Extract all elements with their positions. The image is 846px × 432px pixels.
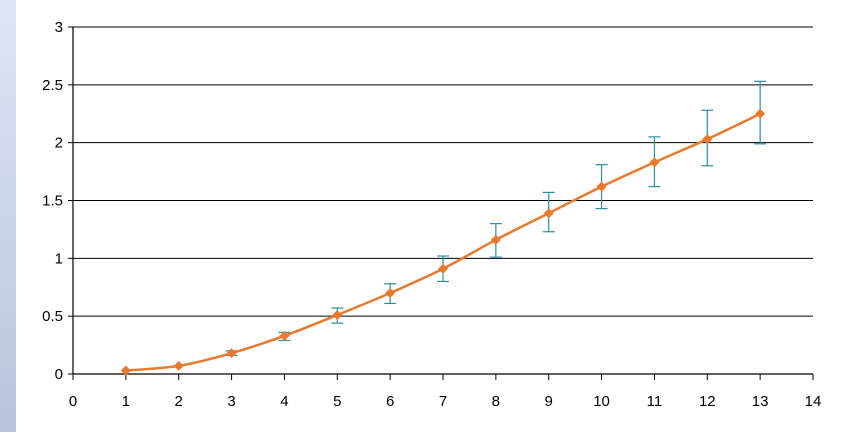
x-tick-label: 8	[492, 393, 500, 410]
gridlines	[73, 26, 813, 317]
y-tick-label: 2	[55, 135, 63, 152]
y-tick-label: 1	[55, 250, 63, 267]
x-tick-label: 1	[122, 393, 130, 410]
data-point	[702, 134, 713, 145]
x-tick-label: 12	[699, 393, 716, 410]
data-point	[490, 234, 501, 245]
x-tick-label: 4	[280, 393, 288, 410]
data-point	[543, 208, 554, 219]
y-tick-label: 2.5	[42, 77, 63, 94]
x-tick-label: 0	[69, 393, 77, 410]
y-tick-label: 0.5	[42, 308, 63, 325]
x-tick-label: 6	[386, 393, 394, 410]
x-tick-label: 11	[647, 393, 663, 410]
x-tick-label: 3	[227, 393, 235, 410]
x-tick-label: 13	[752, 393, 769, 410]
x-tick-label: 5	[333, 393, 341, 410]
data-point	[226, 348, 237, 359]
data-point	[173, 360, 184, 371]
error-bars	[225, 80, 767, 357]
y-tick-label: 1.5	[42, 193, 63, 210]
data-point	[279, 330, 290, 341]
y-tick-label: 3	[55, 19, 63, 36]
data-point	[755, 108, 766, 119]
x-tick-label: 14	[805, 393, 822, 410]
axes	[68, 26, 814, 380]
series-line	[125, 112, 761, 372]
data-point	[596, 181, 607, 192]
data-point	[438, 263, 448, 274]
series-path	[125, 112, 761, 372]
line-chart: 00.511.522.530 1 2 3 4 5 6 7 8 9 10 11 12 13 14	[42, 19, 821, 410]
y-tick-label: 0	[55, 366, 63, 383]
chart-panel: 0 0.5 1 1.5 2 2.5 3 0 1 2 3 4 5 6 7 8 9 10 11 12 13 14	[16, 0, 846, 432]
x-tick-label: 9	[545, 393, 553, 410]
data-point	[332, 310, 343, 321]
data-points	[120, 108, 766, 376]
data-point	[385, 288, 396, 299]
x-tick-label: 7	[439, 393, 447, 410]
data-point	[649, 157, 660, 168]
x-tick-label: 2	[175, 393, 183, 410]
x-tick-label: 10	[593, 393, 610, 410]
data-point	[120, 365, 131, 376]
tick-labels: 00.511.522.530 1 2 3 4 5 6 7 8 9 10 11 12 13 14	[42, 19, 821, 410]
